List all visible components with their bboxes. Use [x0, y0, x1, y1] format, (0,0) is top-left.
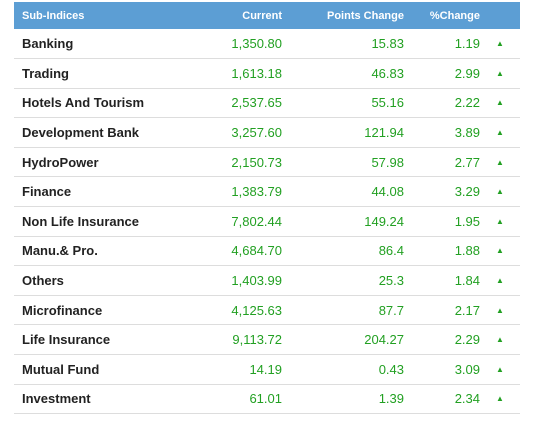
current-value: 14.19 [249, 361, 282, 377]
header-percent-change: %Change [429, 9, 480, 22]
current-value: 7,802.44 [231, 213, 282, 229]
current-value: 4,125.63 [231, 302, 282, 318]
sub-index-name: HydroPower [22, 154, 99, 170]
up-arrow-icon: ▲ [496, 276, 504, 286]
table-row: Trading 1,613.18 46.83 2.99 ▲ [14, 59, 520, 89]
table-row: Non Life Insurance 7,802.44 149.24 1.95 ▲ [14, 207, 520, 237]
percent-change-value: 1.19 [454, 36, 480, 52]
current-value: 2,150.73 [231, 154, 282, 170]
table-row: Microfinance 4,125.63 87.7 2.17 ▲ [14, 295, 520, 325]
current-value: 1,383.79 [231, 184, 282, 200]
table-header-row: Sub-Indices Current Points Change %Chang… [14, 2, 520, 29]
sub-index-name: Microfinance [22, 302, 103, 318]
points-change-value: 55.16 [371, 95, 404, 111]
up-arrow-icon: ▲ [496, 394, 504, 404]
current-value: 1,350.80 [231, 36, 282, 52]
percent-change-value: 1.95 [454, 213, 480, 229]
header-current: Current [242, 9, 282, 22]
table-row: Banking 1,350.80 15.83 1.19 ▲ [14, 29, 520, 59]
table-row: Finance 1,383.79 44.08 3.29 ▲ [14, 177, 520, 207]
sub-index-name: Hotels And Tourism [22, 95, 145, 111]
table-row: Investment 61.01 1.39 2.34 ▲ [14, 384, 520, 414]
sub-index-name: Trading [22, 65, 69, 81]
current-value: 3,257.60 [231, 125, 282, 141]
points-change-value: 57.98 [371, 154, 404, 170]
up-arrow-icon: ▲ [496, 128, 504, 138]
up-arrow-icon: ▲ [496, 305, 504, 315]
points-change-value: 25.3 [378, 273, 404, 289]
sub-index-name: Banking [22, 36, 74, 52]
points-change-value: 204.27 [364, 332, 404, 348]
points-change-value: 46.83 [371, 65, 404, 81]
percent-change-value: 2.29 [454, 332, 480, 348]
points-change-value: 87.7 [378, 302, 404, 318]
table-row: Mutual Fund 14.19 0.43 3.09 ▲ [14, 355, 520, 385]
points-change-value: 0.43 [378, 361, 404, 377]
percent-change-value: 2.77 [454, 154, 480, 170]
sub-index-name: Others [22, 273, 64, 289]
table-row: Development Bank 3,257.60 121.94 3.89 ▲ [14, 118, 520, 148]
table-row: Manu.& Pro. 4,684.70 86.4 1.88 ▲ [14, 236, 520, 266]
percent-change-value: 1.84 [454, 273, 480, 289]
points-change-value: 44.08 [371, 184, 404, 200]
sub-index-name: Mutual Fund [22, 361, 100, 377]
percent-change-value: 3.09 [454, 361, 480, 377]
points-change-value: 149.24 [364, 213, 404, 229]
up-arrow-icon: ▲ [496, 364, 504, 374]
header-sub-indices: Sub-Indices [22, 9, 85, 22]
percent-change-value: 2.34 [454, 391, 480, 407]
sub-index-name: Non Life Insurance [22, 213, 140, 229]
sub-indices-panel: Sub-Indices Current Points Change %Chang… [14, 2, 520, 414]
current-value: 1,613.18 [231, 65, 282, 81]
table-row: Hotels And Tourism 2,537.65 55.16 2.22 ▲ [14, 88, 520, 118]
current-value: 61.01 [249, 391, 282, 407]
table-row: Others 1,403.99 25.3 1.84 ▲ [14, 266, 520, 296]
current-value: 9,113.72 [232, 332, 282, 348]
up-arrow-icon: ▲ [496, 187, 504, 197]
sub-index-name: Finance [22, 184, 72, 200]
percent-change-value: 3.89 [454, 125, 480, 141]
points-change-value: 121.94 [364, 125, 404, 141]
up-arrow-icon: ▲ [496, 216, 504, 226]
up-arrow-icon: ▲ [496, 98, 504, 108]
percent-change-value: 3.29 [454, 184, 480, 200]
current-value: 2,537.65 [231, 95, 282, 111]
current-value: 1,403.99 [231, 273, 282, 289]
table-row: Life Insurance 9,113.72 204.27 2.29 ▲ [14, 325, 520, 355]
percent-change-value: 2.99 [454, 65, 480, 81]
percent-change-value: 1.88 [454, 243, 480, 259]
up-arrow-icon: ▲ [496, 246, 504, 256]
points-change-value: 86.4 [378, 243, 404, 259]
header-trend [480, 2, 520, 29]
sub-index-name: Life Insurance [22, 332, 111, 348]
up-arrow-icon: ▲ [496, 335, 504, 345]
up-arrow-icon: ▲ [496, 39, 504, 49]
sub-index-name: Development Bank [22, 125, 140, 141]
table-row: HydroPower 2,150.73 57.98 2.77 ▲ [14, 147, 520, 177]
up-arrow-icon: ▲ [496, 157, 504, 167]
sub-index-name: Manu.& Pro. [22, 243, 98, 259]
sub-index-name: Investment [22, 391, 91, 407]
current-value: 4,684.70 [231, 243, 282, 259]
points-change-value: 1.39 [378, 391, 404, 407]
points-change-value: 15.83 [371, 36, 404, 52]
up-arrow-icon: ▲ [496, 68, 504, 78]
sub-indices-table: Sub-Indices Current Points Change %Chang… [14, 2, 520, 414]
percent-change-value: 2.17 [454, 302, 480, 318]
percent-change-value: 2.22 [454, 95, 480, 111]
header-points-change: Points Change [326, 9, 404, 22]
